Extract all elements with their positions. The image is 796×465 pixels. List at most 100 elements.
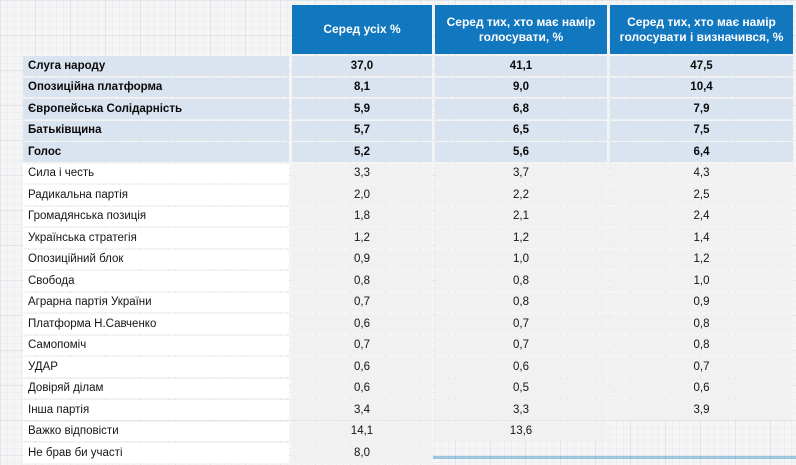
- value-cell: 0,6: [292, 314, 432, 334]
- value-cell: 0,7: [292, 292, 432, 312]
- value-cell: 5,9: [292, 99, 432, 119]
- poll-results-table: Серед усіх % Серед тих, хто має намір го…: [20, 3, 796, 465]
- row-label: Європейська Солідарність: [23, 99, 289, 119]
- value-cell: 9,0: [435, 77, 607, 97]
- row-label: УДАР: [23, 357, 289, 377]
- value-cell: 1,2: [610, 249, 793, 269]
- value-cell: 3,7: [435, 163, 607, 183]
- value-cell: 2,5: [610, 185, 793, 205]
- value-cell: 0,6: [292, 378, 432, 398]
- table-row: УДАР 0,6 0,6 0,7: [23, 357, 793, 377]
- value-cell: [610, 443, 793, 463]
- value-cell: [435, 443, 607, 463]
- value-cell: 0,8: [610, 335, 793, 355]
- value-cell: 4,3: [610, 163, 793, 183]
- table-row: Слуга народу 37,0 41,1 47,5: [23, 56, 793, 76]
- value-cell: 0,7: [610, 357, 793, 377]
- header-row: Серед усіх % Серед тих, хто має намір го…: [23, 5, 793, 54]
- value-cell: 5,2: [292, 142, 432, 162]
- value-cell: 0,5: [435, 378, 607, 398]
- table-row: Українська стратегія 1,2 1,2 1,4: [23, 228, 793, 248]
- table-row: Інша партія 3,4 3,3 3,9: [23, 400, 793, 420]
- row-label: Слуга народу: [23, 56, 289, 76]
- value-cell: 37,0: [292, 56, 432, 76]
- value-cell: 47,5: [610, 56, 793, 76]
- value-cell: 0,8: [610, 314, 793, 334]
- value-cell: 1,8: [292, 206, 432, 226]
- row-label: Українська стратегія: [23, 228, 289, 248]
- value-cell: 6,8: [435, 99, 607, 119]
- value-cell: 3,9: [610, 400, 793, 420]
- value-cell: 5,6: [435, 142, 607, 162]
- table-row: Сила і честь 3,3 3,7 4,3: [23, 163, 793, 183]
- row-label: Інша партія: [23, 400, 289, 420]
- row-label: Аграрна партія України: [23, 292, 289, 312]
- row-label: Голос: [23, 142, 289, 162]
- table-row: Аграрна партія України 0,7 0,8 0,9: [23, 292, 793, 312]
- next-table-header-edge: [433, 456, 796, 459]
- value-cell: 1,4: [610, 228, 793, 248]
- row-label: Сила і честь: [23, 163, 289, 183]
- column-header-decided-voters: Серед тих, хто має намір голосувати і ви…: [610, 5, 793, 54]
- table-row: Голос 5,2 5,6 6,4: [23, 142, 793, 162]
- value-cell: 1,2: [435, 228, 607, 248]
- row-label: Важко відповісти: [23, 421, 289, 441]
- row-label: Самопоміч: [23, 335, 289, 355]
- value-cell: 3,3: [435, 400, 607, 420]
- row-label: Опозиційна платформа: [23, 77, 289, 97]
- value-cell: 6,5: [435, 120, 607, 140]
- value-cell: 3,4: [292, 400, 432, 420]
- value-cell: 2,0: [292, 185, 432, 205]
- table-row: Європейська Солідарність 5,9 6,8 7,9: [23, 99, 793, 119]
- value-cell: 0,8: [292, 271, 432, 291]
- value-cell: 0,6: [610, 378, 793, 398]
- table-row: Опозиційна платформа 8,1 9,0 10,4: [23, 77, 793, 97]
- value-cell: 7,9: [610, 99, 793, 119]
- value-cell: 0,8: [435, 271, 607, 291]
- value-cell: 3,3: [292, 163, 432, 183]
- table-row: Платформа Н.Савченко 0,6 0,7 0,8: [23, 314, 793, 334]
- value-cell: 1,0: [435, 249, 607, 269]
- row-label: Не брав би участі: [23, 443, 289, 463]
- table-row: Самопоміч 0,7 0,7 0,8: [23, 335, 793, 355]
- value-cell: 41,1: [435, 56, 607, 76]
- row-label: Платформа Н.Савченко: [23, 314, 289, 334]
- table-row: Громадянська позиція 1,8 2,1 2,4: [23, 206, 793, 226]
- table-row: Радикальна партія 2,0 2,2 2,5: [23, 185, 793, 205]
- value-cell: 1,2: [292, 228, 432, 248]
- value-cell: 13,6: [435, 421, 607, 441]
- value-cell: 2,2: [435, 185, 607, 205]
- row-label: Опозиційний блок: [23, 249, 289, 269]
- value-cell: 8,0: [292, 443, 432, 463]
- table-body: Слуга народу 37,0 41,1 47,5 Опозиційна платф…: [23, 56, 793, 463]
- value-cell: 0,9: [610, 292, 793, 312]
- value-cell: 6,4: [610, 142, 793, 162]
- value-cell: 2,1: [435, 206, 607, 226]
- column-header-among-all: Серед усіх %: [292, 5, 432, 54]
- value-cell: 0,8: [435, 292, 607, 312]
- table-row: Довіряй ділам 0,6 0,5 0,6: [23, 378, 793, 398]
- value-cell: 0,9: [292, 249, 432, 269]
- row-label: Батьківщина: [23, 120, 289, 140]
- value-cell: 0,7: [292, 335, 432, 355]
- column-header-intend-to-vote: Серед тих, хто має намір голосувати, %: [435, 5, 607, 54]
- table-header: Серед усіх % Серед тих, хто має намір го…: [23, 5, 793, 54]
- row-label: Свобода: [23, 271, 289, 291]
- row-label: Радикальна партія: [23, 185, 289, 205]
- value-cell: 0,6: [435, 357, 607, 377]
- value-cell: 0,7: [435, 314, 607, 334]
- value-cell: 1,0: [610, 271, 793, 291]
- value-cell: 0,7: [435, 335, 607, 355]
- table-row: Опозиційний блок 0,9 1,0 1,2: [23, 249, 793, 269]
- table-row: Не брав би участі 8,0: [23, 443, 793, 463]
- value-cell: 10,4: [610, 77, 793, 97]
- value-cell: 8,1: [292, 77, 432, 97]
- value-cell: 14,1: [292, 421, 432, 441]
- table-row: Важко відповісти 14,1 13,6: [23, 421, 793, 442]
- value-cell: 7,5: [610, 120, 793, 140]
- table-row: Свобода 0,8 0,8 1,0: [23, 271, 793, 291]
- value-cell: 0,6: [292, 357, 432, 377]
- corner-cell: [23, 5, 289, 54]
- value-cell: [610, 422, 793, 442]
